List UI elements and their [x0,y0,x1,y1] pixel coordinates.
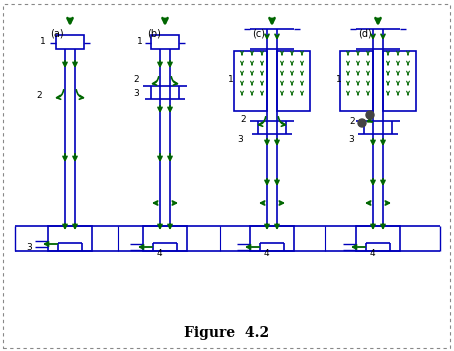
Text: (b): (b) [147,28,161,38]
Text: (a): (a) [50,28,64,38]
Text: 1: 1 [228,74,234,84]
Bar [48,226,92,251]
Bar [234,51,267,111]
Text: 1: 1 [336,74,342,84]
Text: 2: 2 [349,117,355,126]
Text: 3: 3 [26,244,32,252]
Bar [56,35,84,49]
Text: 2: 2 [133,74,138,84]
Bar [151,35,179,49]
Text: 2: 2 [36,92,42,100]
Text: 3: 3 [348,134,354,144]
Bar [383,51,416,111]
Bar [250,226,294,251]
Text: 3: 3 [237,134,243,144]
Text: 3: 3 [133,88,139,98]
Text: Figure  4.2: Figure 4.2 [184,326,270,340]
Bar [340,51,373,111]
Text: (c): (c) [252,28,265,38]
Circle shape [358,119,366,127]
Text: 1: 1 [137,38,143,46]
Bar [277,51,310,111]
Bar [143,226,187,251]
Circle shape [366,111,374,119]
Bar [356,226,400,251]
Text: 4: 4 [264,250,270,258]
Text: 2: 2 [240,114,246,124]
Text: (d): (d) [358,28,372,38]
Text: 1: 1 [40,38,46,46]
Text: 4: 4 [370,250,375,258]
Text: 4: 4 [157,250,163,258]
